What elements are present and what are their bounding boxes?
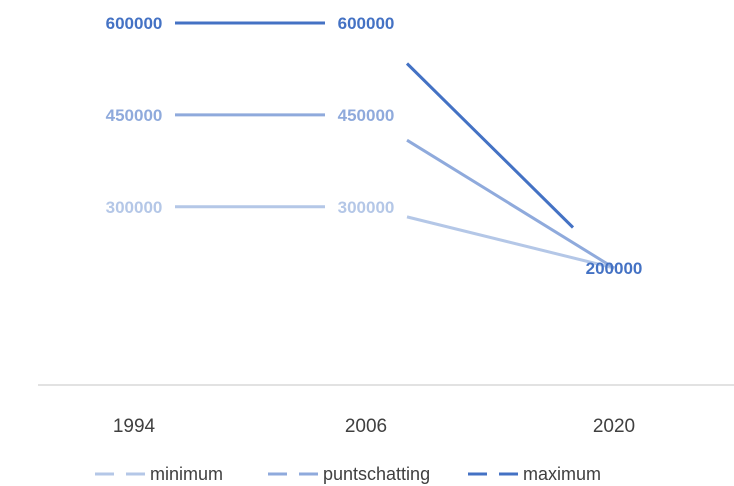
data-label-maximum: 600000 [338,14,395,33]
x-tick-label: 2020 [593,416,635,437]
data-label-minimum: 300000 [338,198,395,217]
legend-label-maximum: maximum [523,464,601,484]
data-label-layer: 300000 300000 450000 450000 600000 600000 2000… [106,14,643,278]
x-tick-layer: 1994 2006 2020 [113,416,635,437]
data-label-minimum: 300000 [106,198,163,217]
x-tick-label: 1994 [113,416,156,437]
data-label-maximum: 200000 [586,259,643,278]
data-label-puntschatting: 450000 [106,106,163,125]
data-label-puntschatting: 450000 [338,106,395,125]
data-label-maximum: 600000 [106,14,163,33]
legend-label-minimum: minimum [150,464,223,484]
legend: minimum puntschatting maximum [95,464,601,484]
series-puntschatting-segment [406,138,615,270]
series-layer [175,21,615,270]
series-maximum-segment [405,62,575,229]
x-tick-label: 2006 [345,416,387,437]
series-minimum-segment [406,215,615,270]
legend-label-puntschatting: puntschatting [323,464,430,484]
